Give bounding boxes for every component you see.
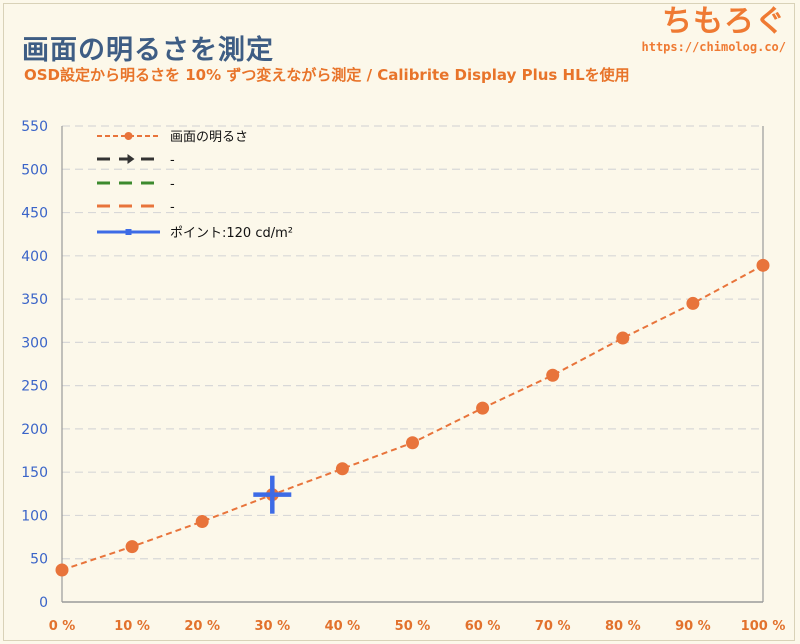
x-tick-label: 70 % xyxy=(535,619,571,634)
x-tick-label: 90 % xyxy=(675,619,711,634)
legend-arrow-icon xyxy=(127,154,135,164)
legend-label: ポイント:120 cd/m² xyxy=(170,226,293,241)
data-point xyxy=(686,296,700,310)
data-point xyxy=(125,540,139,554)
x-tick-label: 20 % xyxy=(184,619,220,634)
x-tick-label: 0 % xyxy=(49,619,76,634)
legend-label: - xyxy=(170,200,175,215)
y-tick-labels: 0 50 100 150 200 250 300 350 400 450 500 550 xyxy=(21,119,48,611)
x-tick-label: 10 % xyxy=(114,619,150,634)
legend-label: 画面の明るさ xyxy=(170,130,248,145)
x-tick-label: 40 % xyxy=(325,619,361,634)
y-tick-label: 400 xyxy=(21,249,48,265)
y-tick-label: 100 xyxy=(21,508,48,524)
x-tick-labels: 0 % 10 % 20 % 30 % 40 % 50 % 60 % 70 % 80 % 90 % 1… xyxy=(49,619,786,634)
y-tick-label: 350 xyxy=(21,292,48,308)
series-brightness xyxy=(55,258,770,577)
y-tick-label: 300 xyxy=(21,335,48,351)
legend-marker-point xyxy=(125,229,132,235)
series-line xyxy=(61,264,764,571)
y-tick-label: 0 xyxy=(39,595,48,611)
y-tick-label: 200 xyxy=(21,422,48,438)
target-point-marker xyxy=(253,475,292,514)
legend-label: - xyxy=(170,153,175,168)
x-tick-label: 30 % xyxy=(254,619,290,634)
y-tick-label: 550 xyxy=(21,119,48,135)
data-point xyxy=(406,436,419,450)
legend-label: - xyxy=(170,177,175,192)
data-point xyxy=(195,515,209,529)
x-tick-label: 100 % xyxy=(741,619,786,634)
x-tick-label: 60 % xyxy=(465,619,501,634)
data-point xyxy=(55,563,69,577)
y-tick-label: 50 xyxy=(30,552,48,568)
chart-subtitle: OSD設定から明るさを 10% ずつ変えながら測定 / Calibrite Di… xyxy=(24,66,630,84)
legend: 画面の明るさ - - - ポイント:120 cd/m² xyxy=(97,130,293,241)
brand-logo: ちもろぐ https://chimolog.co/ xyxy=(642,4,787,54)
y-tick-label: 450 xyxy=(21,206,48,222)
brand-url: https://chimolog.co/ xyxy=(641,40,787,54)
data-point xyxy=(476,401,490,415)
chart-frame xyxy=(3,3,795,641)
y-tick-label: 250 xyxy=(21,379,48,395)
x-tick-label: 50 % xyxy=(395,619,431,634)
axes xyxy=(61,126,764,603)
legend-marker-series xyxy=(124,132,133,140)
data-point xyxy=(546,368,560,382)
data-point xyxy=(335,462,349,476)
data-point xyxy=(756,258,770,272)
grid-lines xyxy=(62,125,763,560)
data-point xyxy=(616,331,630,345)
chart-title: 画面の明るさを測定 xyxy=(22,35,274,66)
y-tick-label: 500 xyxy=(21,162,48,178)
x-tick-label: 80 % xyxy=(605,619,641,634)
y-tick-label: 150 xyxy=(21,465,48,481)
brand-name: ちもろぐ xyxy=(662,4,786,39)
